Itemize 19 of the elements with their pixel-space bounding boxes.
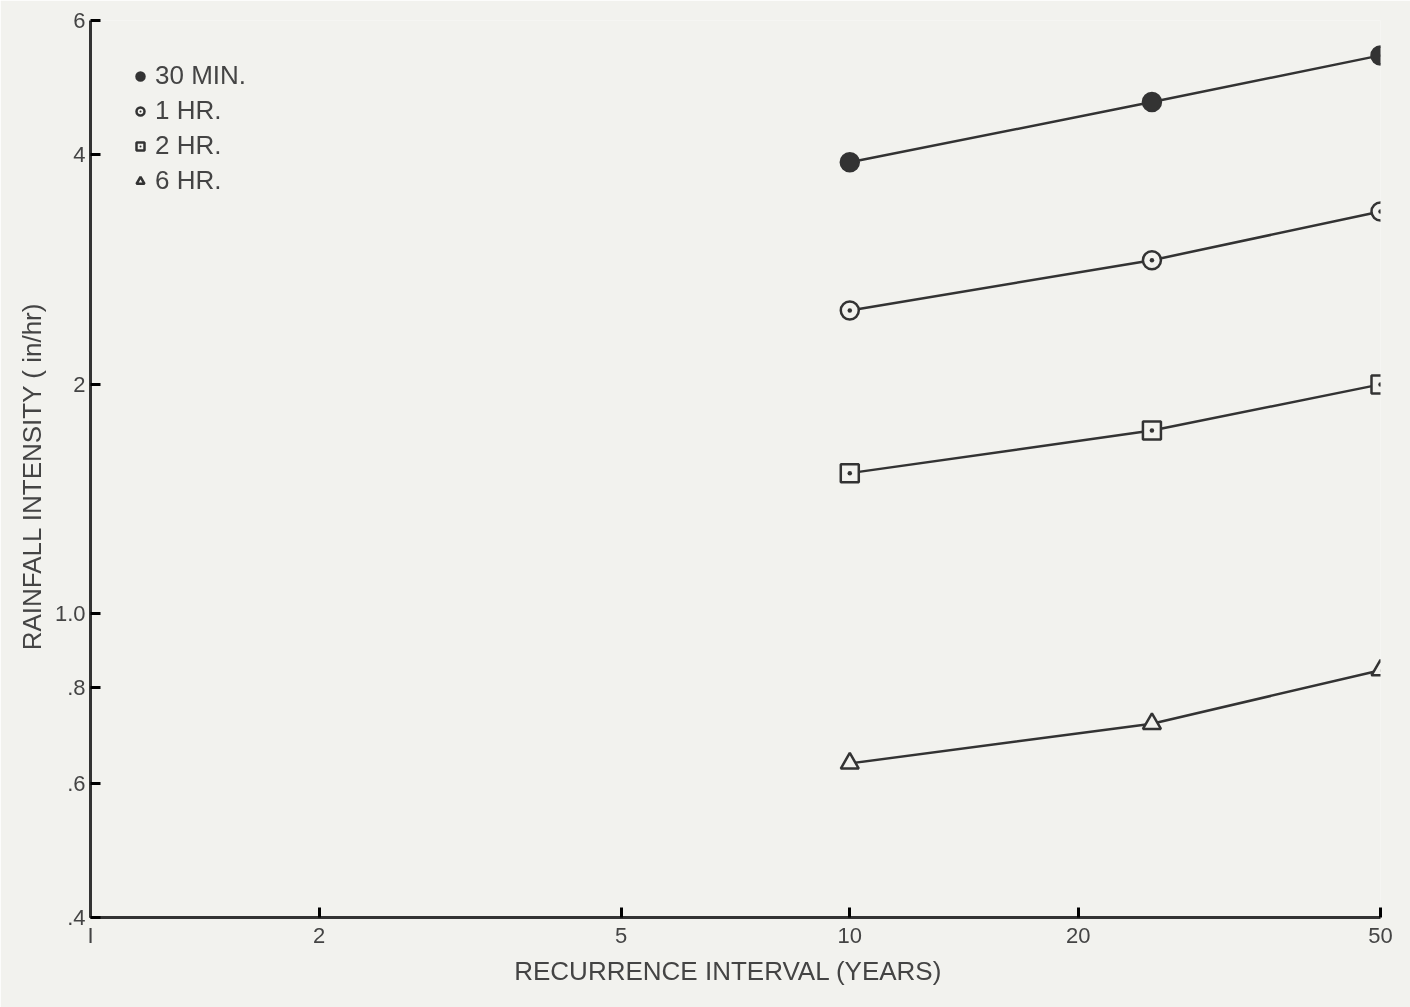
y-tick-label: .8: [67, 675, 86, 701]
x-tick-label: 10: [837, 922, 863, 948]
y-tick-label: 4: [73, 142, 86, 168]
legend-label: 30 MIN.: [155, 60, 247, 91]
x-axis-title: RECURRENCE INTERVAL (YEARS): [514, 955, 942, 986]
x-tick-label: 5: [615, 922, 628, 948]
legend-label: 2 HR.: [155, 130, 222, 161]
x-tick-label: 20: [1066, 922, 1091, 948]
y-tick-label: 2: [73, 371, 86, 397]
x-tick-label: 50: [1368, 922, 1393, 948]
x-tick-label: 2: [312, 922, 326, 948]
y-tick-label: .4: [67, 905, 86, 930]
y-tick-label: 1.0: [54, 601, 86, 627]
legend-label: 6 HR.: [155, 165, 222, 196]
y-tick-label: .6: [67, 770, 86, 796]
y-axis-title: RAINFALL INTENSITY ( in/hr): [16, 303, 47, 651]
y-tick-label: 6: [73, 8, 86, 33]
legend-label: 1 HR.: [155, 95, 222, 126]
x-tick-label: I: [87, 922, 94, 948]
